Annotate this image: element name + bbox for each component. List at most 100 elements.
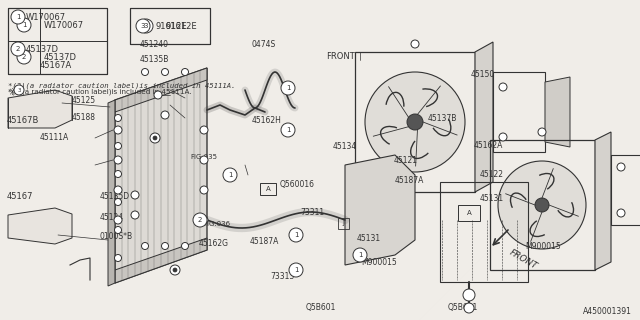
Circle shape xyxy=(193,213,207,227)
Circle shape xyxy=(281,123,295,137)
Circle shape xyxy=(161,243,168,250)
Text: 1: 1 xyxy=(228,172,232,178)
Text: 1: 1 xyxy=(294,232,298,238)
Bar xyxy=(8,8,107,74)
Text: 1: 1 xyxy=(285,85,291,91)
Circle shape xyxy=(150,133,160,143)
Circle shape xyxy=(407,114,423,130)
Circle shape xyxy=(223,168,237,182)
Circle shape xyxy=(617,209,625,217)
Text: FRONT: FRONT xyxy=(508,248,539,272)
Circle shape xyxy=(499,83,507,91)
Circle shape xyxy=(115,198,122,205)
Text: 73311: 73311 xyxy=(301,208,325,217)
Text: W170067: W170067 xyxy=(44,20,84,29)
Circle shape xyxy=(182,68,189,76)
Circle shape xyxy=(161,68,168,76)
Text: 45135D: 45135D xyxy=(99,192,129,201)
Circle shape xyxy=(115,171,122,178)
Circle shape xyxy=(200,216,208,224)
Text: 3: 3 xyxy=(17,87,20,92)
Bar xyxy=(490,140,595,270)
Text: 45137B: 45137B xyxy=(428,114,457,123)
Circle shape xyxy=(281,81,295,95)
Circle shape xyxy=(131,191,139,199)
Circle shape xyxy=(353,248,367,262)
Text: FIG.035: FIG.035 xyxy=(191,154,218,160)
Circle shape xyxy=(115,254,122,261)
Text: 3: 3 xyxy=(141,23,145,29)
Text: 1: 1 xyxy=(285,127,291,133)
Circle shape xyxy=(115,227,122,234)
Circle shape xyxy=(114,156,122,164)
Bar xyxy=(8,8,107,74)
Circle shape xyxy=(289,263,303,277)
Circle shape xyxy=(200,156,208,164)
Text: 0100S*B: 0100S*B xyxy=(99,232,132,241)
Text: 91612E: 91612E xyxy=(155,21,187,30)
Circle shape xyxy=(617,163,625,171)
Bar xyxy=(458,205,480,221)
Circle shape xyxy=(115,142,122,149)
Text: ※: ※ xyxy=(8,88,15,97)
Text: 1: 1 xyxy=(22,22,26,28)
Polygon shape xyxy=(8,208,72,244)
Circle shape xyxy=(161,111,169,119)
Circle shape xyxy=(411,40,419,48)
Text: A: A xyxy=(266,186,270,192)
Text: 45124: 45124 xyxy=(99,213,124,222)
Text: 45122: 45122 xyxy=(480,170,504,179)
Text: 45150: 45150 xyxy=(470,70,495,79)
Bar xyxy=(493,72,545,152)
Circle shape xyxy=(114,186,122,194)
Circle shape xyxy=(170,265,180,275)
Text: 45137D: 45137D xyxy=(44,52,77,61)
Circle shape xyxy=(463,289,475,301)
Circle shape xyxy=(498,161,586,249)
Text: J: J xyxy=(342,220,344,226)
Text: 2: 2 xyxy=(16,46,20,52)
Circle shape xyxy=(200,186,208,194)
Text: 45187A: 45187A xyxy=(250,237,279,246)
Bar xyxy=(440,182,528,282)
Text: 1: 1 xyxy=(358,252,362,258)
Text: 45188: 45188 xyxy=(72,113,96,122)
Text: 2: 2 xyxy=(22,54,26,60)
Text: 1: 1 xyxy=(294,267,298,273)
Circle shape xyxy=(200,126,208,134)
Text: 45137D: 45137D xyxy=(26,44,59,53)
Text: 45167A: 45167A xyxy=(40,61,72,70)
Text: 45134: 45134 xyxy=(333,142,357,151)
Text: W170067: W170067 xyxy=(26,12,66,21)
Bar xyxy=(130,8,210,44)
Bar xyxy=(611,155,640,225)
Text: M900015: M900015 xyxy=(362,258,397,267)
Text: A: A xyxy=(467,210,472,216)
Circle shape xyxy=(182,243,189,250)
Text: 91612E: 91612E xyxy=(166,21,198,30)
Circle shape xyxy=(538,128,546,136)
Text: 45162H: 45162H xyxy=(252,116,282,125)
Text: 45121: 45121 xyxy=(394,156,418,164)
Polygon shape xyxy=(475,42,493,192)
Text: 45131: 45131 xyxy=(480,194,504,203)
Polygon shape xyxy=(115,68,207,112)
Text: Q560016: Q560016 xyxy=(280,180,315,189)
Circle shape xyxy=(154,91,162,99)
Bar xyxy=(338,218,349,229)
Circle shape xyxy=(464,303,474,313)
Circle shape xyxy=(535,198,549,212)
Polygon shape xyxy=(115,68,207,283)
Text: 1: 1 xyxy=(16,14,20,20)
Text: *(3)(a radiator caution label)is included in 45111A.: *(3)(a radiator caution label)is include… xyxy=(8,88,191,94)
Text: A450001391: A450001391 xyxy=(583,307,632,316)
Text: 45162A: 45162A xyxy=(474,141,503,150)
Circle shape xyxy=(173,268,177,272)
Text: FRONT: FRONT xyxy=(326,52,355,60)
Text: 73313: 73313 xyxy=(270,272,294,281)
Circle shape xyxy=(365,72,465,172)
Circle shape xyxy=(17,18,31,32)
Text: 451240: 451240 xyxy=(140,40,168,49)
Circle shape xyxy=(11,42,25,56)
Text: 45135B: 45135B xyxy=(140,55,169,64)
